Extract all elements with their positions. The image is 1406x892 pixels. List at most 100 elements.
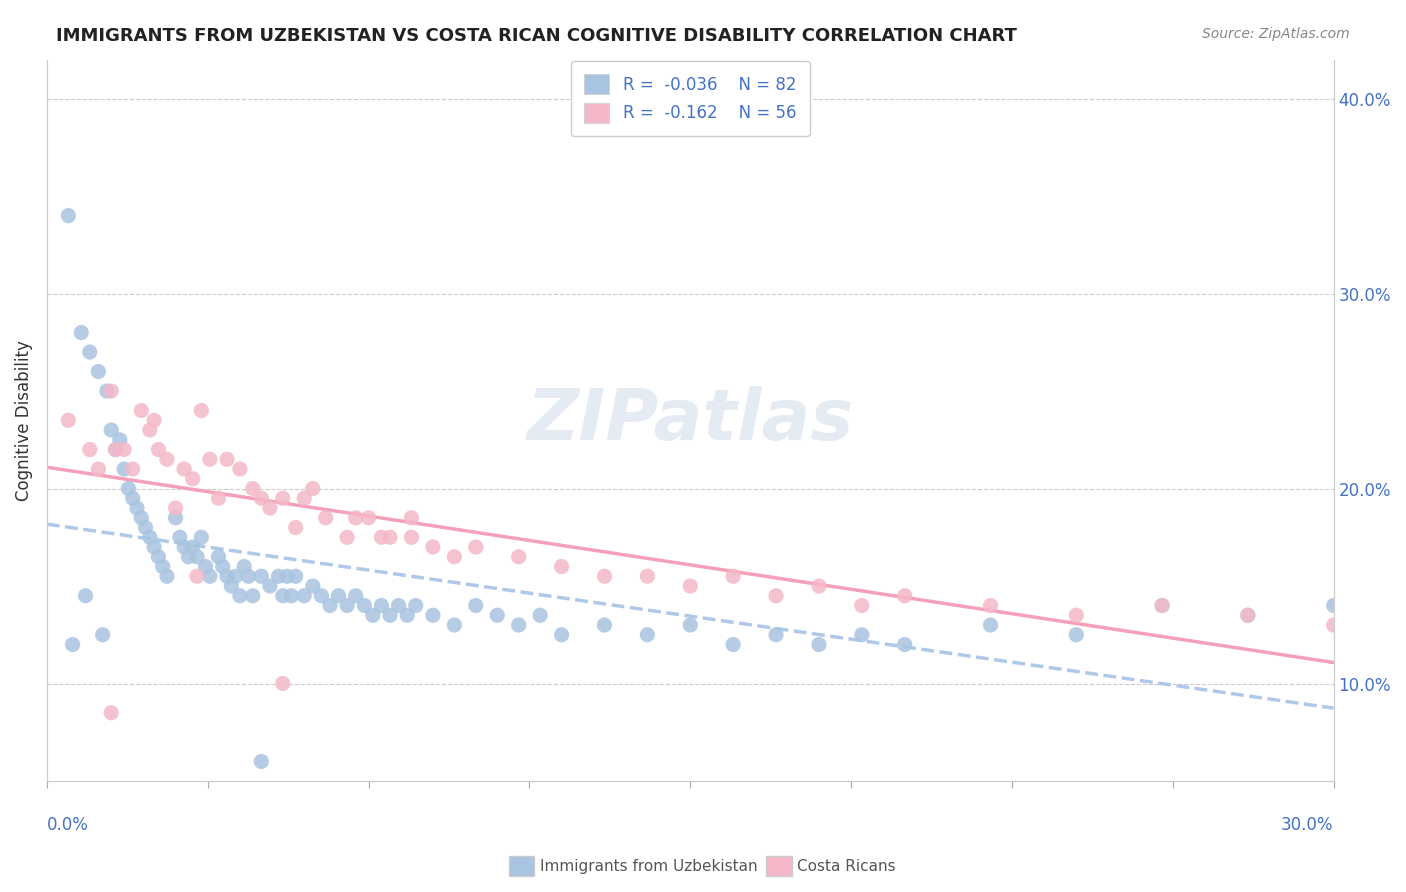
Point [129,403,152,417]
Point [464,599,486,613]
Point [75,589,97,603]
Point [765,589,787,603]
Point [1064,608,1087,623]
Point [181,472,204,486]
Point [143,413,166,427]
Point [292,589,315,603]
Point [593,618,616,632]
Point [165,510,187,524]
Point [979,599,1001,613]
Point [370,530,392,544]
Point [422,540,444,554]
Point [250,491,273,506]
Point [139,423,162,437]
Text: Costa Ricans: Costa Ricans [797,859,896,873]
Point [121,491,143,506]
Point [1152,599,1174,613]
Point [70,326,93,340]
Point [125,501,148,516]
Point [181,540,204,554]
Point [100,706,122,720]
Point [1237,608,1260,623]
Point [1323,618,1346,632]
Text: 30.0%: 30.0% [1281,816,1334,834]
Point [108,433,131,447]
Point [152,559,174,574]
Text: Immigrants from Uzbekistan: Immigrants from Uzbekistan [540,859,758,873]
Point [215,569,238,583]
Point [100,384,122,398]
Point [169,530,191,544]
Point [593,569,616,583]
Point [378,608,401,623]
Point [508,549,530,564]
Point [250,755,273,769]
Point [679,618,702,632]
Point [148,442,170,457]
Point [353,599,375,613]
Point [173,462,195,476]
Point [100,423,122,437]
Point [194,559,217,574]
Point [344,510,367,524]
Text: IMMIGRANTS FROM UZBEKISTAN VS COSTA RICAN COGNITIVE DISABILITY CORRELATION CHART: IMMIGRANTS FROM UZBEKISTAN VS COSTA RICA… [56,27,1017,45]
Point [292,491,315,506]
Point [1323,599,1346,613]
Point [1237,608,1260,623]
Point [370,599,392,613]
Point [464,540,486,554]
Point [229,589,252,603]
Point [190,403,212,417]
Point [550,628,572,642]
Point [207,491,229,506]
Point [396,608,419,623]
Point [135,520,157,534]
Point [117,482,139,496]
Point [315,510,337,524]
Legend: R =  -0.036    N = 82, R =  -0.162    N = 56: R = -0.036 N = 82, R = -0.162 N = 56 [571,61,810,136]
Point [91,628,114,642]
Point [636,628,658,642]
Point [87,462,110,476]
Point [79,442,101,457]
Point [143,540,166,554]
Point [508,618,530,632]
Point [276,569,298,583]
Point [328,589,350,603]
Point [636,569,658,583]
Point [486,608,509,623]
Point [422,608,444,623]
Point [156,452,179,467]
Point [387,599,409,613]
Point [357,510,380,524]
Point [301,579,323,593]
Point [893,589,915,603]
Point [807,579,830,593]
Point [112,462,135,476]
Point [311,589,333,603]
Point [319,599,342,613]
Point [443,549,465,564]
Point [284,569,307,583]
Point [807,638,830,652]
Point [979,618,1001,632]
Point [267,569,290,583]
Point [173,540,195,554]
Point [225,569,247,583]
Y-axis label: Cognitive Disability: Cognitive Disability [15,340,32,500]
Point [405,599,427,613]
Point [721,638,744,652]
Point [177,549,200,564]
Point [361,608,384,623]
Point [765,628,787,642]
Point [233,559,256,574]
Text: ZIPatlas: ZIPatlas [527,386,853,455]
Point [893,638,915,652]
Point [1152,599,1174,613]
Point [344,589,367,603]
Point [271,676,294,690]
Point [1064,628,1087,642]
Point [851,599,873,613]
Point [242,589,264,603]
Point [58,413,80,427]
